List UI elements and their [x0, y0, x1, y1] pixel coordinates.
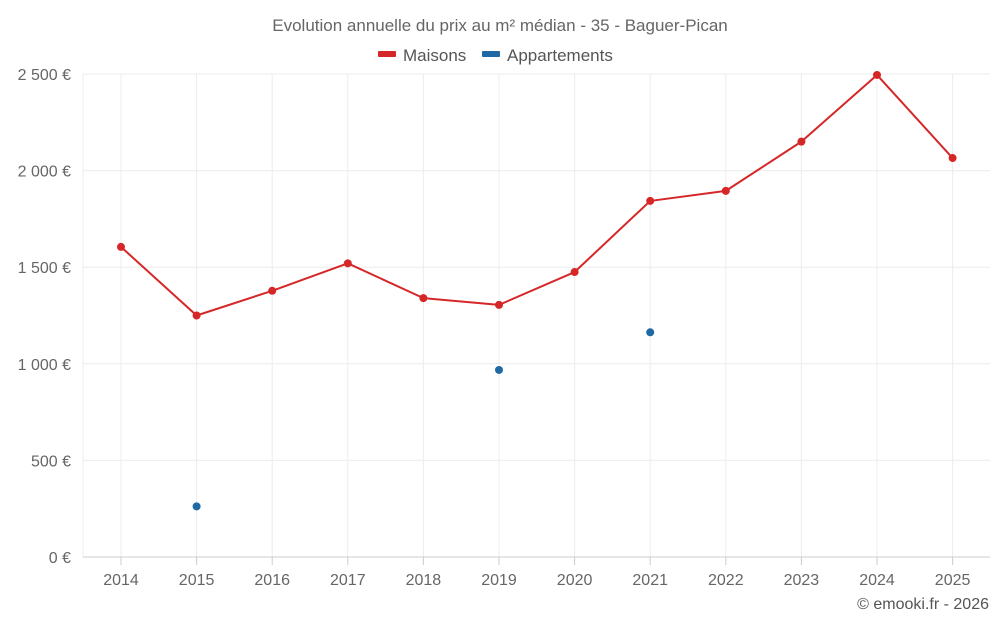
- series-maisons: [117, 70, 957, 320]
- data-point-appartements-2019[interactable]: [495, 365, 503, 374]
- grid-layer: [82, 73, 990, 557]
- x-tick-label-2016: 2016: [254, 572, 290, 589]
- data-point-maisons-2017[interactable]: [343, 259, 352, 268]
- y-tick-label-1000: 1 000 €: [18, 357, 71, 374]
- legend: Maisons Appartements: [378, 46, 613, 65]
- data-point-maisons-2015[interactable]: [192, 311, 201, 320]
- y-tick-label-2000: 2 000 €: [18, 164, 71, 181]
- series-layer: [117, 70, 957, 511]
- x-tick-label-2015: 2015: [179, 572, 215, 589]
- data-point-maisons-2024[interactable]: [873, 70, 881, 79]
- axis-layer: 0 € 500 € 1 000 € 1 500 € 2 000 € 2 500 € 2014…: [18, 67, 990, 589]
- data-point-maisons-2014[interactable]: [117, 242, 125, 251]
- data-point-maisons-2022[interactable]: [721, 186, 730, 195]
- y-tick-label-500: 500 €: [31, 453, 71, 470]
- legend-item-appartements[interactable]: Appartements: [482, 46, 613, 65]
- x-tick-label-2014: 2014: [103, 572, 139, 589]
- y-tick-label-2500: 2 500 €: [18, 67, 71, 84]
- x-tick-label-2021: 2021: [632, 572, 668, 589]
- x-tick-label-2017: 2017: [330, 572, 366, 589]
- data-point-maisons-2018[interactable]: [419, 294, 428, 303]
- chart-title: Evolution annuelle du prix au m² médian …: [272, 16, 727, 35]
- x-tick-label-2022: 2022: [708, 572, 744, 589]
- legend-item-maisons[interactable]: Maisons: [378, 46, 466, 65]
- y-tick-label-0: 0 €: [49, 550, 71, 567]
- data-point-maisons-2016[interactable]: [268, 286, 277, 295]
- y-tick-label-1500: 1 500 €: [18, 260, 71, 277]
- legend-label-appartements: Appartements: [507, 46, 613, 65]
- data-point-maisons-2025[interactable]: [948, 154, 957, 163]
- x-tick-label-2025: 2025: [935, 572, 971, 589]
- x-tick-label-2023: 2023: [784, 572, 820, 589]
- x-tick-label-2019: 2019: [481, 572, 517, 589]
- x-tick-label-2018: 2018: [406, 572, 442, 589]
- data-point-appartements-2015[interactable]: [192, 502, 201, 511]
- data-point-maisons-2021[interactable]: [646, 196, 655, 205]
- credit-text: © emooki.fr - 2026: [857, 596, 989, 613]
- legend-swatch-appartements: [482, 51, 500, 57]
- legend-swatch-maisons: [378, 51, 396, 57]
- data-point-maisons-2023[interactable]: [797, 137, 806, 146]
- series-appartements: [192, 328, 655, 511]
- series-line-maisons: [120, 73, 954, 317]
- legend-label-maisons: Maisons: [403, 46, 466, 65]
- data-point-maisons-2020[interactable]: [570, 268, 579, 277]
- x-tick-label-2024: 2024: [859, 572, 895, 589]
- x-tick-label-2020: 2020: [557, 572, 593, 589]
- data-point-appartements-2021[interactable]: [646, 328, 655, 337]
- data-point-maisons-2019[interactable]: [495, 300, 503, 309]
